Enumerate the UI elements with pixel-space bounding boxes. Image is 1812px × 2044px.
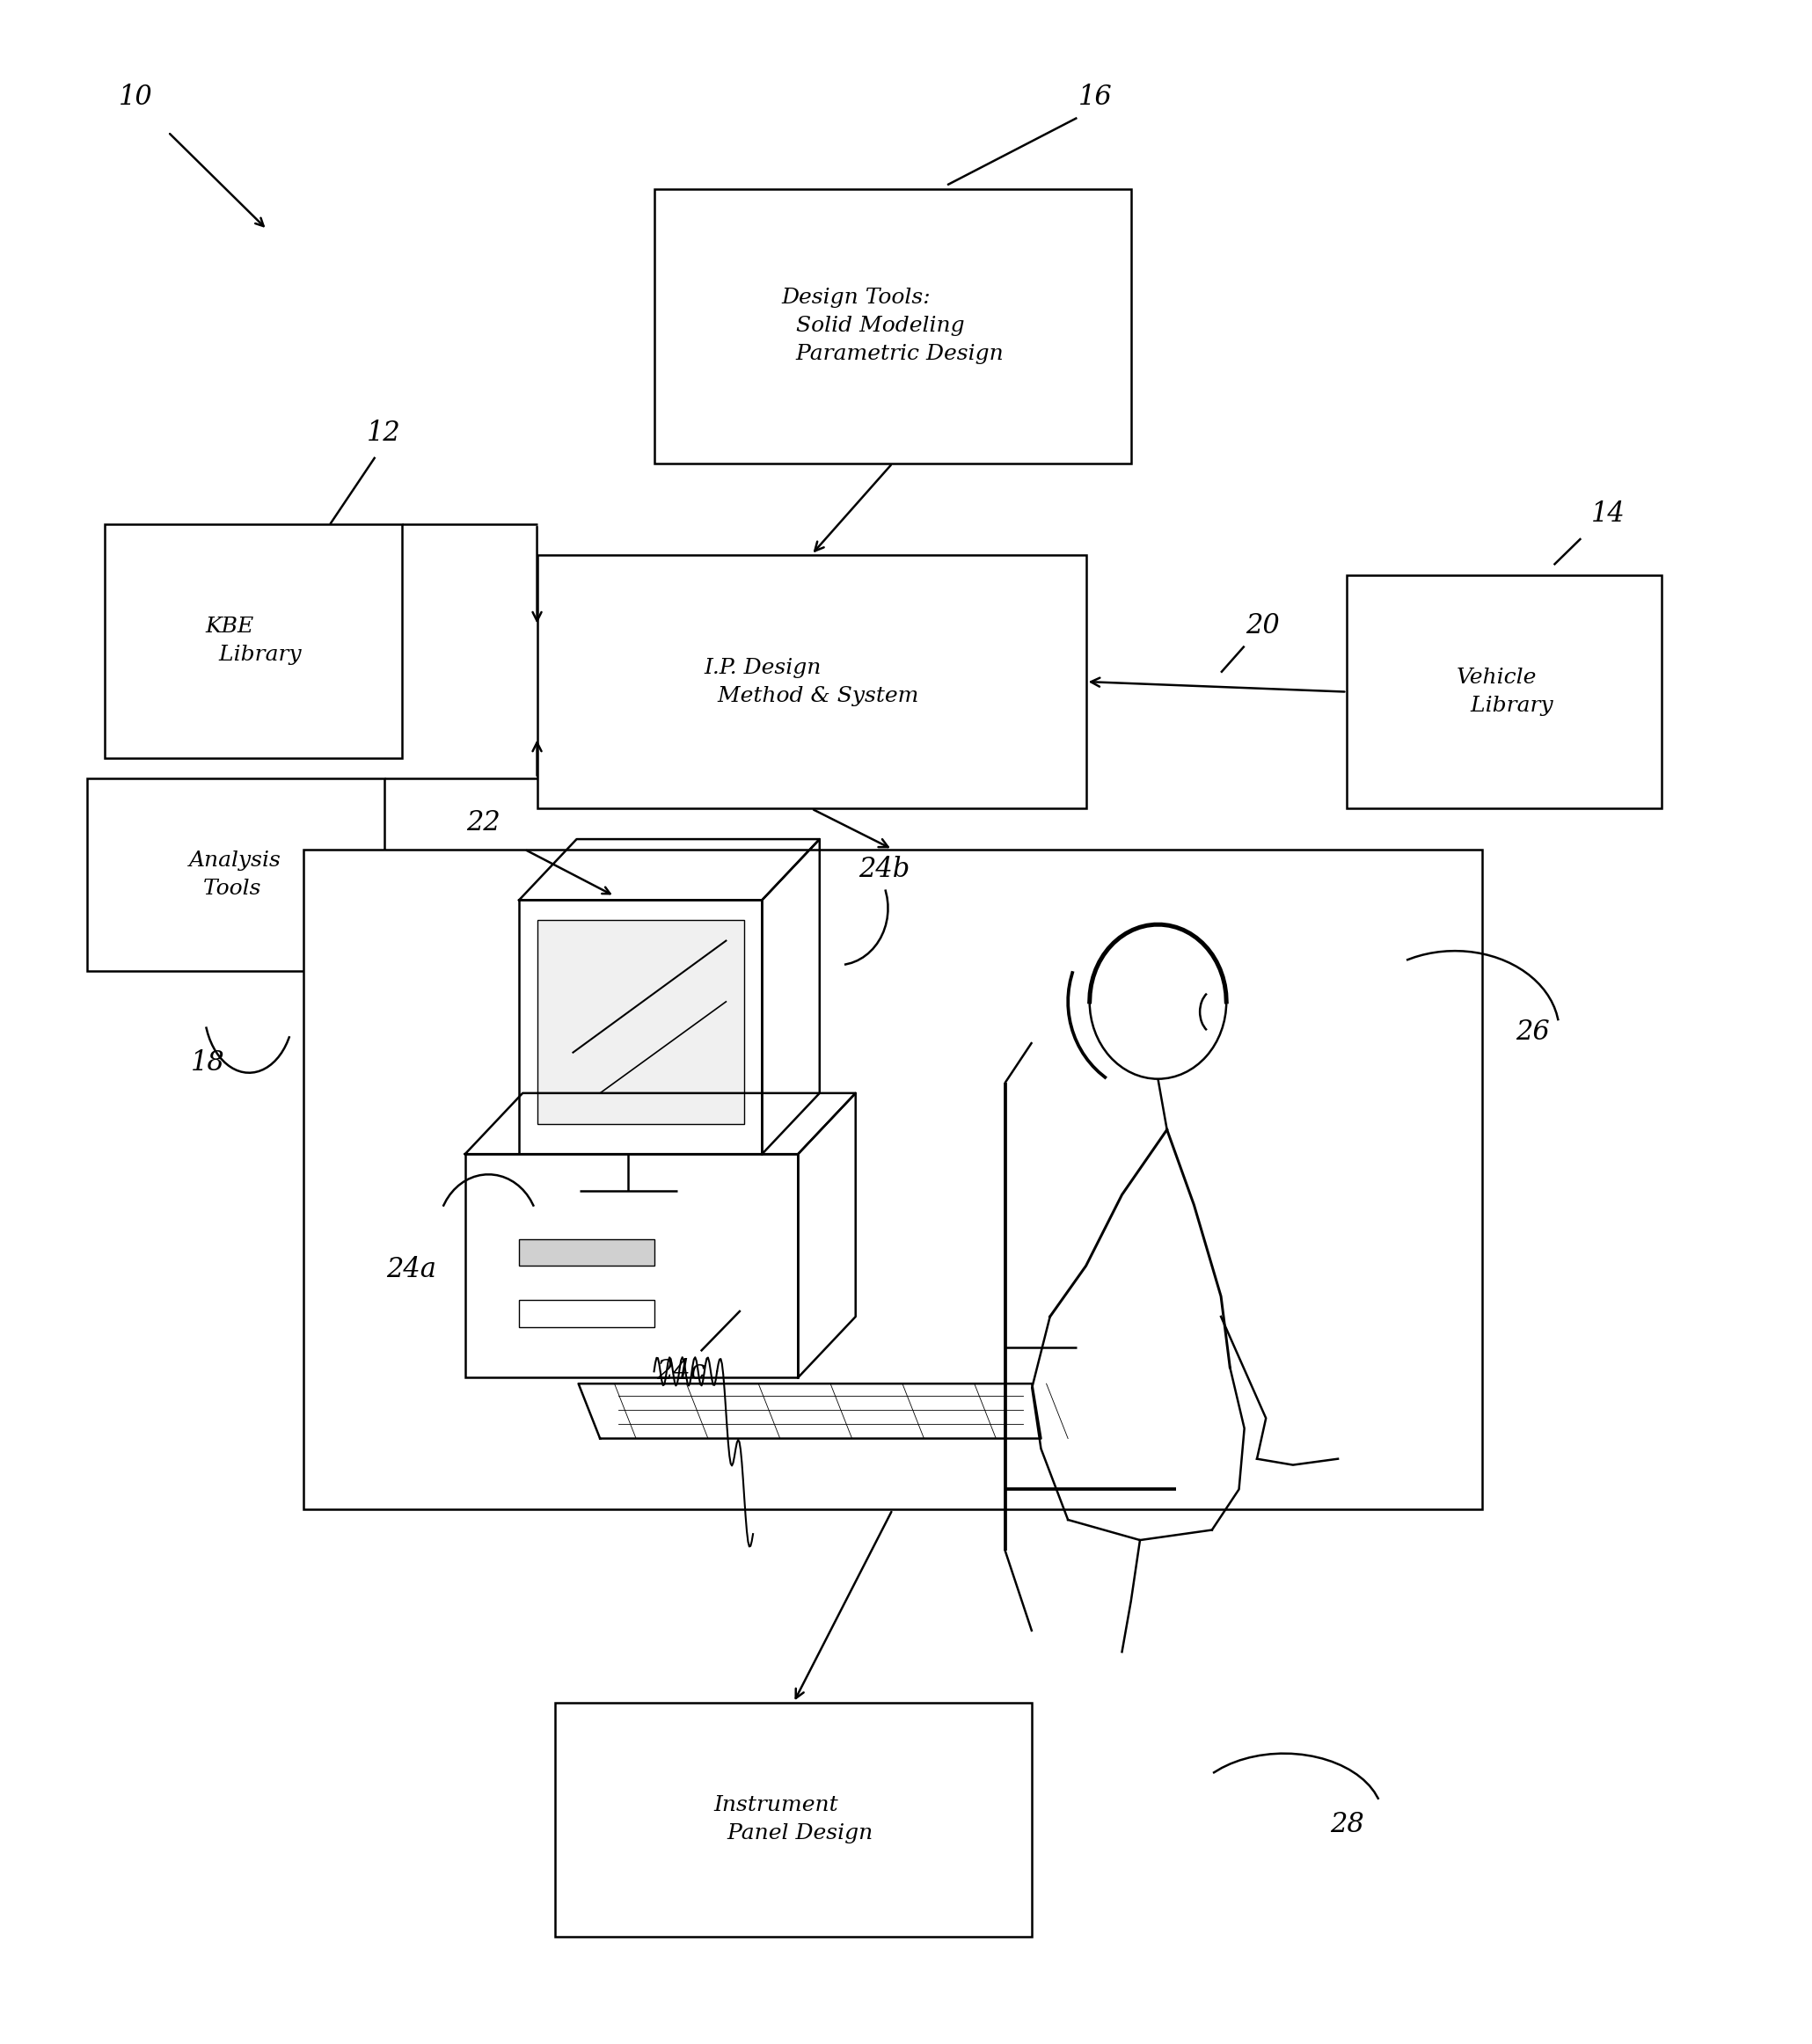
Bar bbox=[518, 899, 763, 1155]
Text: 26: 26 bbox=[1515, 1018, 1549, 1047]
Bar bbox=[518, 1239, 654, 1265]
Text: 20: 20 bbox=[1245, 611, 1279, 640]
Text: 18: 18 bbox=[190, 1049, 225, 1077]
Bar bbox=[303, 850, 1482, 1511]
Text: 10: 10 bbox=[118, 84, 152, 110]
Text: Analysis
  Tools: Analysis Tools bbox=[190, 850, 281, 899]
Bar bbox=[554, 1703, 1033, 1936]
Bar bbox=[466, 1155, 797, 1378]
Text: KBE
  Library: KBE Library bbox=[205, 617, 303, 664]
Text: 14: 14 bbox=[1591, 501, 1625, 527]
Text: 22: 22 bbox=[466, 809, 500, 836]
Text: 24c: 24c bbox=[656, 1357, 705, 1386]
Text: 16: 16 bbox=[1078, 84, 1113, 110]
Bar bbox=[105, 523, 402, 758]
Text: 24b: 24b bbox=[859, 856, 910, 883]
Bar bbox=[536, 920, 745, 1124]
Text: 12: 12 bbox=[368, 419, 400, 446]
Bar bbox=[1346, 574, 1662, 809]
Text: Instrument
  Panel Design: Instrument Panel Design bbox=[714, 1795, 873, 1844]
Text: Vehicle
  Library: Vehicle Library bbox=[1457, 668, 1553, 715]
Text: 28: 28 bbox=[1330, 1811, 1364, 1838]
Bar bbox=[654, 188, 1131, 464]
Bar bbox=[518, 1300, 654, 1327]
Bar bbox=[87, 779, 384, 971]
Bar bbox=[536, 554, 1085, 809]
Text: I.P. Design
  Method & System: I.P. Design Method & System bbox=[705, 658, 919, 705]
Text: 24a: 24a bbox=[386, 1257, 437, 1284]
Text: Design Tools:
  Solid Modeling
  Parametric Design: Design Tools: Solid Modeling Parametric … bbox=[781, 288, 1004, 364]
